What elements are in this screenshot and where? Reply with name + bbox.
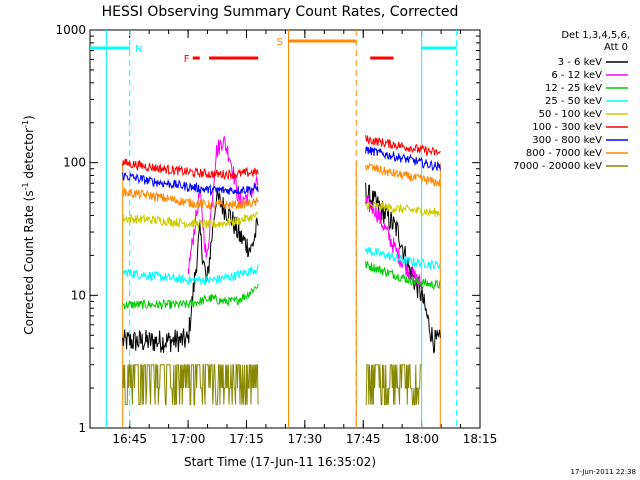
legend-header-line2: Att 0 [604,42,628,53]
series-trace [122,187,259,210]
legend-entry-label: 25 - 50 keV [545,96,602,107]
legend-entry-label: 3 - 6 keV [558,57,602,68]
series-trace [365,364,422,406]
legend: 3 - 6 keV 6 - 12 keV 12 - 25 keV 25 - 50 ke… [513,57,628,172]
series-trace [365,146,441,171]
series-trace [122,172,259,197]
x-tick-label: 18:00 [404,432,439,446]
series-trace [365,246,441,270]
y-tick-label: 1 [78,421,86,435]
footer-timestamp: 17-Jun-2011 22:38 [571,468,637,476]
y-tick-label: 1000 [55,23,86,37]
legend-entry-label: 12 - 25 keV [545,83,602,94]
y-tick-label: 100 [63,156,86,170]
series-trace [122,187,259,353]
x-tick-label: 17:15 [229,432,264,446]
series-trace [122,364,259,406]
chart-title: HESSI Observing Summary Count Rates, Cor… [102,4,459,20]
legend-entry-label: 300 - 800 keV [532,135,602,146]
x-tick-label: 18:15 [463,432,498,446]
legend-entry-label: 6 - 12 keV [551,70,602,81]
x-tick-label: 17:45 [346,432,381,446]
series-trace [122,283,259,310]
y-axis-label: Corrected Count Rate (s-1 detector-1) [21,115,36,334]
x-tick-label: 17:00 [171,432,206,446]
status-bar-label: F [184,54,190,65]
series-trace [365,200,441,218]
legend-entry-label: 7000 - 20000 keV [513,161,602,172]
status-bar-label: N [135,44,142,55]
series-trace [365,162,441,187]
x-axis-label: Start Time (17-Jun-11 16:35:02) [184,455,376,469]
series-trace [365,261,441,291]
series-trace [122,158,259,181]
legend-header-line1: Det 1,3,4,5,6, [561,30,630,41]
series-trace [365,195,423,291]
series-trace [187,135,259,275]
series-trace [122,263,259,287]
series-trace [365,182,441,354]
y-tick-label: 10 [71,288,86,302]
plot-area: 1 10 100 1000 16:45 17:00 17:15 17:30 17:45 18:00… [55,23,497,446]
legend-entry-label: 50 - 100 keV [539,109,603,120]
x-tick-label: 17:30 [288,432,323,446]
x-tick-label: 16:45 [112,432,147,446]
legend-entry-label: 100 - 300 keV [532,122,602,133]
legend-entry-label: 800 - 7000 keV [526,148,602,159]
series-trace [365,135,441,157]
status-bar-label: S [277,37,283,48]
series-trace [122,211,259,230]
